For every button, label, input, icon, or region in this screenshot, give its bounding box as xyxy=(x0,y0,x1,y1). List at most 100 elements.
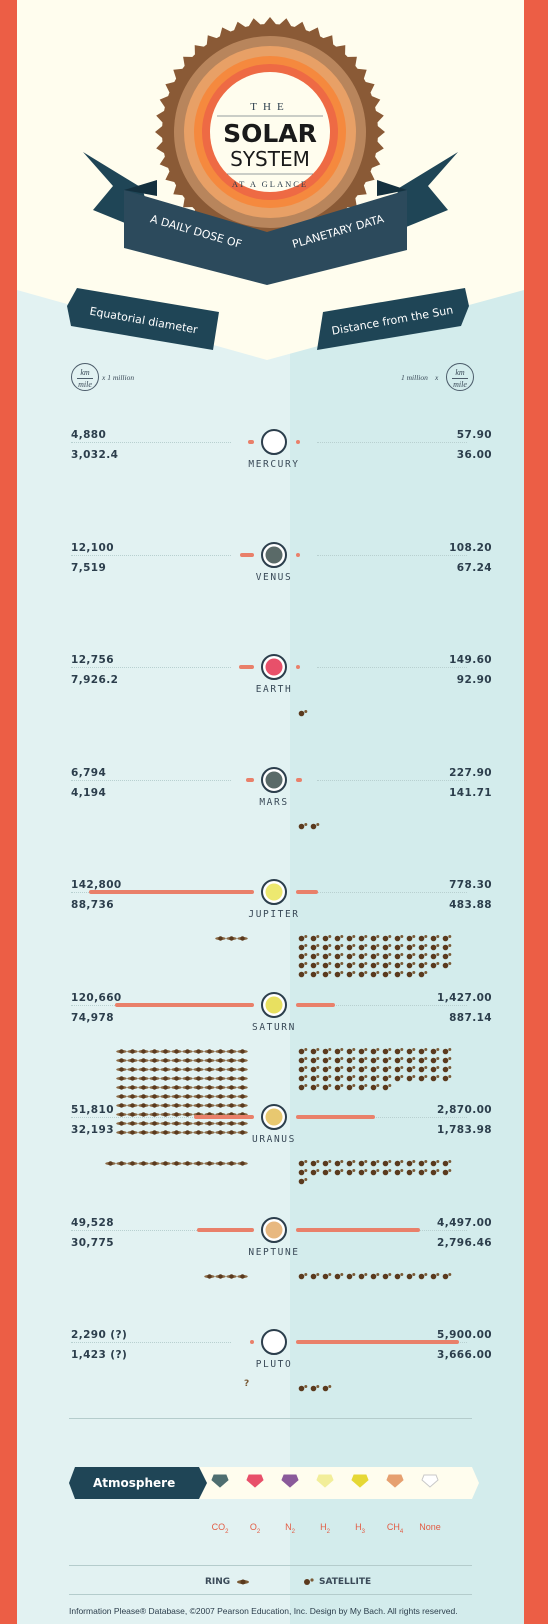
ring-legend-icon xyxy=(237,1579,249,1585)
satellite-icon xyxy=(430,1051,440,1063)
satellite-legend-label: SATELLITE xyxy=(319,1577,372,1587)
footer-credit: Information Please® Database, ©2007 Pear… xyxy=(69,1606,458,1616)
ring-icon xyxy=(193,1060,204,1072)
satellite-icon xyxy=(322,1060,332,1072)
ring-icon xyxy=(138,1114,149,1126)
ring-icon xyxy=(215,1096,226,1108)
satellite-icon xyxy=(298,1172,308,1185)
satellite-icon xyxy=(298,1267,308,1279)
title-text: THE SOLAR SYSTEM AT A GLANCE xyxy=(217,101,323,189)
ring-icon xyxy=(182,1078,193,1090)
gas-swatch-3 xyxy=(281,1472,299,1488)
distance-km: 778.30 xyxy=(449,879,492,891)
ring-icon xyxy=(171,1069,182,1081)
distance-mile: 887.14 xyxy=(449,1011,492,1024)
satellite-icon xyxy=(394,1051,404,1063)
gas-label: H3 xyxy=(355,1522,365,1535)
satellite-icon xyxy=(298,1069,308,1081)
ring-icon xyxy=(171,1042,182,1054)
ring-icon xyxy=(105,1154,116,1166)
gas-label: N2 xyxy=(285,1522,295,1535)
ring-icon xyxy=(127,1105,138,1117)
satellite-icon xyxy=(334,1163,344,1176)
satellite-icon xyxy=(346,1060,356,1072)
satellite-icon xyxy=(370,1267,380,1279)
diameter-bar xyxy=(240,552,254,557)
ring-icon xyxy=(149,1096,160,1108)
satellite-icon xyxy=(442,947,452,960)
satellite-icon xyxy=(418,1069,428,1081)
ring-icon xyxy=(138,1154,149,1166)
satellite-icon xyxy=(358,1078,368,1090)
satellite-icon xyxy=(370,929,380,942)
left-multiplier: x 1 million xyxy=(102,373,135,382)
diameter-mile: 3,032.4 xyxy=(71,449,119,461)
ring-icon xyxy=(226,1105,237,1117)
satellite-icon xyxy=(370,1078,380,1090)
ring-icon xyxy=(204,1105,215,1117)
satellite-icon xyxy=(370,965,380,978)
satellite-icon xyxy=(298,1163,308,1176)
ring-icon xyxy=(149,1042,160,1054)
gas-label: CH4 xyxy=(386,1522,404,1535)
ring-icon xyxy=(215,1051,226,1063)
diameter-km: 4,880 xyxy=(71,429,107,441)
ring-icon xyxy=(171,1123,182,1135)
distance-bar xyxy=(296,665,301,669)
satellite-icon xyxy=(298,704,308,717)
distance-km: 57.90 xyxy=(456,429,492,441)
satellite-icon xyxy=(370,1069,380,1081)
diameter-bar xyxy=(246,777,254,782)
atmosphere-banner xyxy=(69,1467,479,1499)
satellite-icon xyxy=(334,956,344,969)
ring-icon xyxy=(116,1069,127,1081)
satellite-icon xyxy=(346,1069,356,1081)
ring-icon xyxy=(204,1051,215,1063)
ring-icon xyxy=(116,1105,127,1117)
satellite-icon xyxy=(382,1078,392,1090)
ring-icon xyxy=(138,1096,149,1108)
distance-bar xyxy=(296,1115,376,1119)
ring-icon xyxy=(226,1096,237,1108)
ring-icon xyxy=(193,1078,204,1090)
distance-guide xyxy=(317,554,467,556)
ring-icon xyxy=(182,1114,193,1126)
satellite-icon xyxy=(298,938,308,951)
ribbon xyxy=(83,152,458,285)
distance-guide xyxy=(317,442,467,443)
satellite-icon xyxy=(310,1267,320,1279)
svg-text:SOLAR: SOLAR xyxy=(223,119,317,148)
ring-icon xyxy=(127,1051,138,1063)
ring-icon xyxy=(182,1123,193,1135)
satellite-icon xyxy=(310,817,320,829)
diameter-mile: 30,775 xyxy=(71,1236,114,1249)
satellite-icon xyxy=(406,965,416,978)
gas-swatch-6 xyxy=(386,1472,404,1488)
ring-icon xyxy=(138,1123,149,1135)
satellite-icon xyxy=(406,1154,416,1167)
satellite-icon xyxy=(370,1163,380,1176)
ring-icon xyxy=(116,1042,127,1054)
satellite-icon xyxy=(418,929,428,942)
right-x: x xyxy=(435,373,439,382)
ring-icon xyxy=(204,1069,215,1081)
satellite-icon xyxy=(346,965,356,978)
ring-icon xyxy=(215,1114,226,1126)
atmosphere-divider xyxy=(69,1418,472,1419)
satellite-icon xyxy=(382,929,392,942)
diameter-bar xyxy=(250,1340,254,1344)
satellite-icon xyxy=(382,1042,392,1054)
planet-name: EARTH xyxy=(255,684,293,695)
satellite-icon xyxy=(310,965,320,978)
ring-icon xyxy=(127,1087,138,1099)
satellite-icon xyxy=(394,1042,404,1054)
satellite-icon xyxy=(418,938,428,951)
distance-bar xyxy=(296,777,303,782)
sun-emblem xyxy=(155,17,385,247)
ring-icon xyxy=(160,1114,171,1126)
satellite-icon xyxy=(298,1154,308,1167)
diameter-mile: 7,519 xyxy=(71,561,107,574)
gas-swatch-4 xyxy=(316,1472,334,1488)
satellite-icon xyxy=(382,1051,392,1063)
satellite-icon xyxy=(382,1154,392,1167)
